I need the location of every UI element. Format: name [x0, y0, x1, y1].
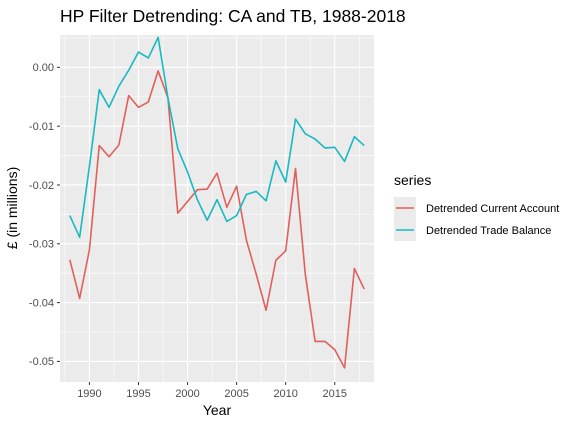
x-axis-ticks: 1990 1995 2000 2005 2010 2015: [77, 382, 347, 400]
series-line-detrended-trade-balance: [69, 36, 365, 239]
y-tick-label: -0.02: [29, 180, 54, 192]
x-axis-label: Year: [203, 402, 232, 418]
legend-label-trade-balance: Detrended Trade Balance: [426, 225, 551, 237]
series-line-detrended-current-account: [69, 70, 365, 369]
y-tick-label: -0.05: [29, 356, 54, 368]
y-tick-label: 0.00: [33, 62, 54, 74]
y-tick-label: -0.04: [29, 297, 54, 309]
x-tick-label: 2015: [323, 388, 347, 400]
x-tick-label: 2010: [273, 388, 297, 400]
grid-minor: [60, 35, 374, 382]
legend: series Detrended Current Account Detrend…: [394, 172, 559, 241]
chart-title: HP Filter Detrending: CA and TB, 1988-20…: [60, 6, 406, 26]
grid-major: [60, 35, 374, 382]
y-tick-label: -0.01: [29, 121, 54, 133]
legend-title: series: [394, 172, 431, 188]
plot-panel: [60, 35, 374, 382]
y-axis-label: £ (in millions): [4, 167, 20, 249]
y-axis-ticks: 0.00 -0.01 -0.02 -0.03 -0.04 -0.05: [29, 62, 60, 368]
legend-label-current-account: Detrended Current Account: [426, 203, 559, 215]
series-lines: [69, 36, 365, 369]
x-tick-label: 1995: [126, 388, 150, 400]
x-tick-label: 1990: [77, 388, 101, 400]
y-tick-label: -0.03: [29, 239, 54, 251]
x-tick-label: 2005: [224, 388, 248, 400]
x-tick-label: 2000: [175, 388, 199, 400]
